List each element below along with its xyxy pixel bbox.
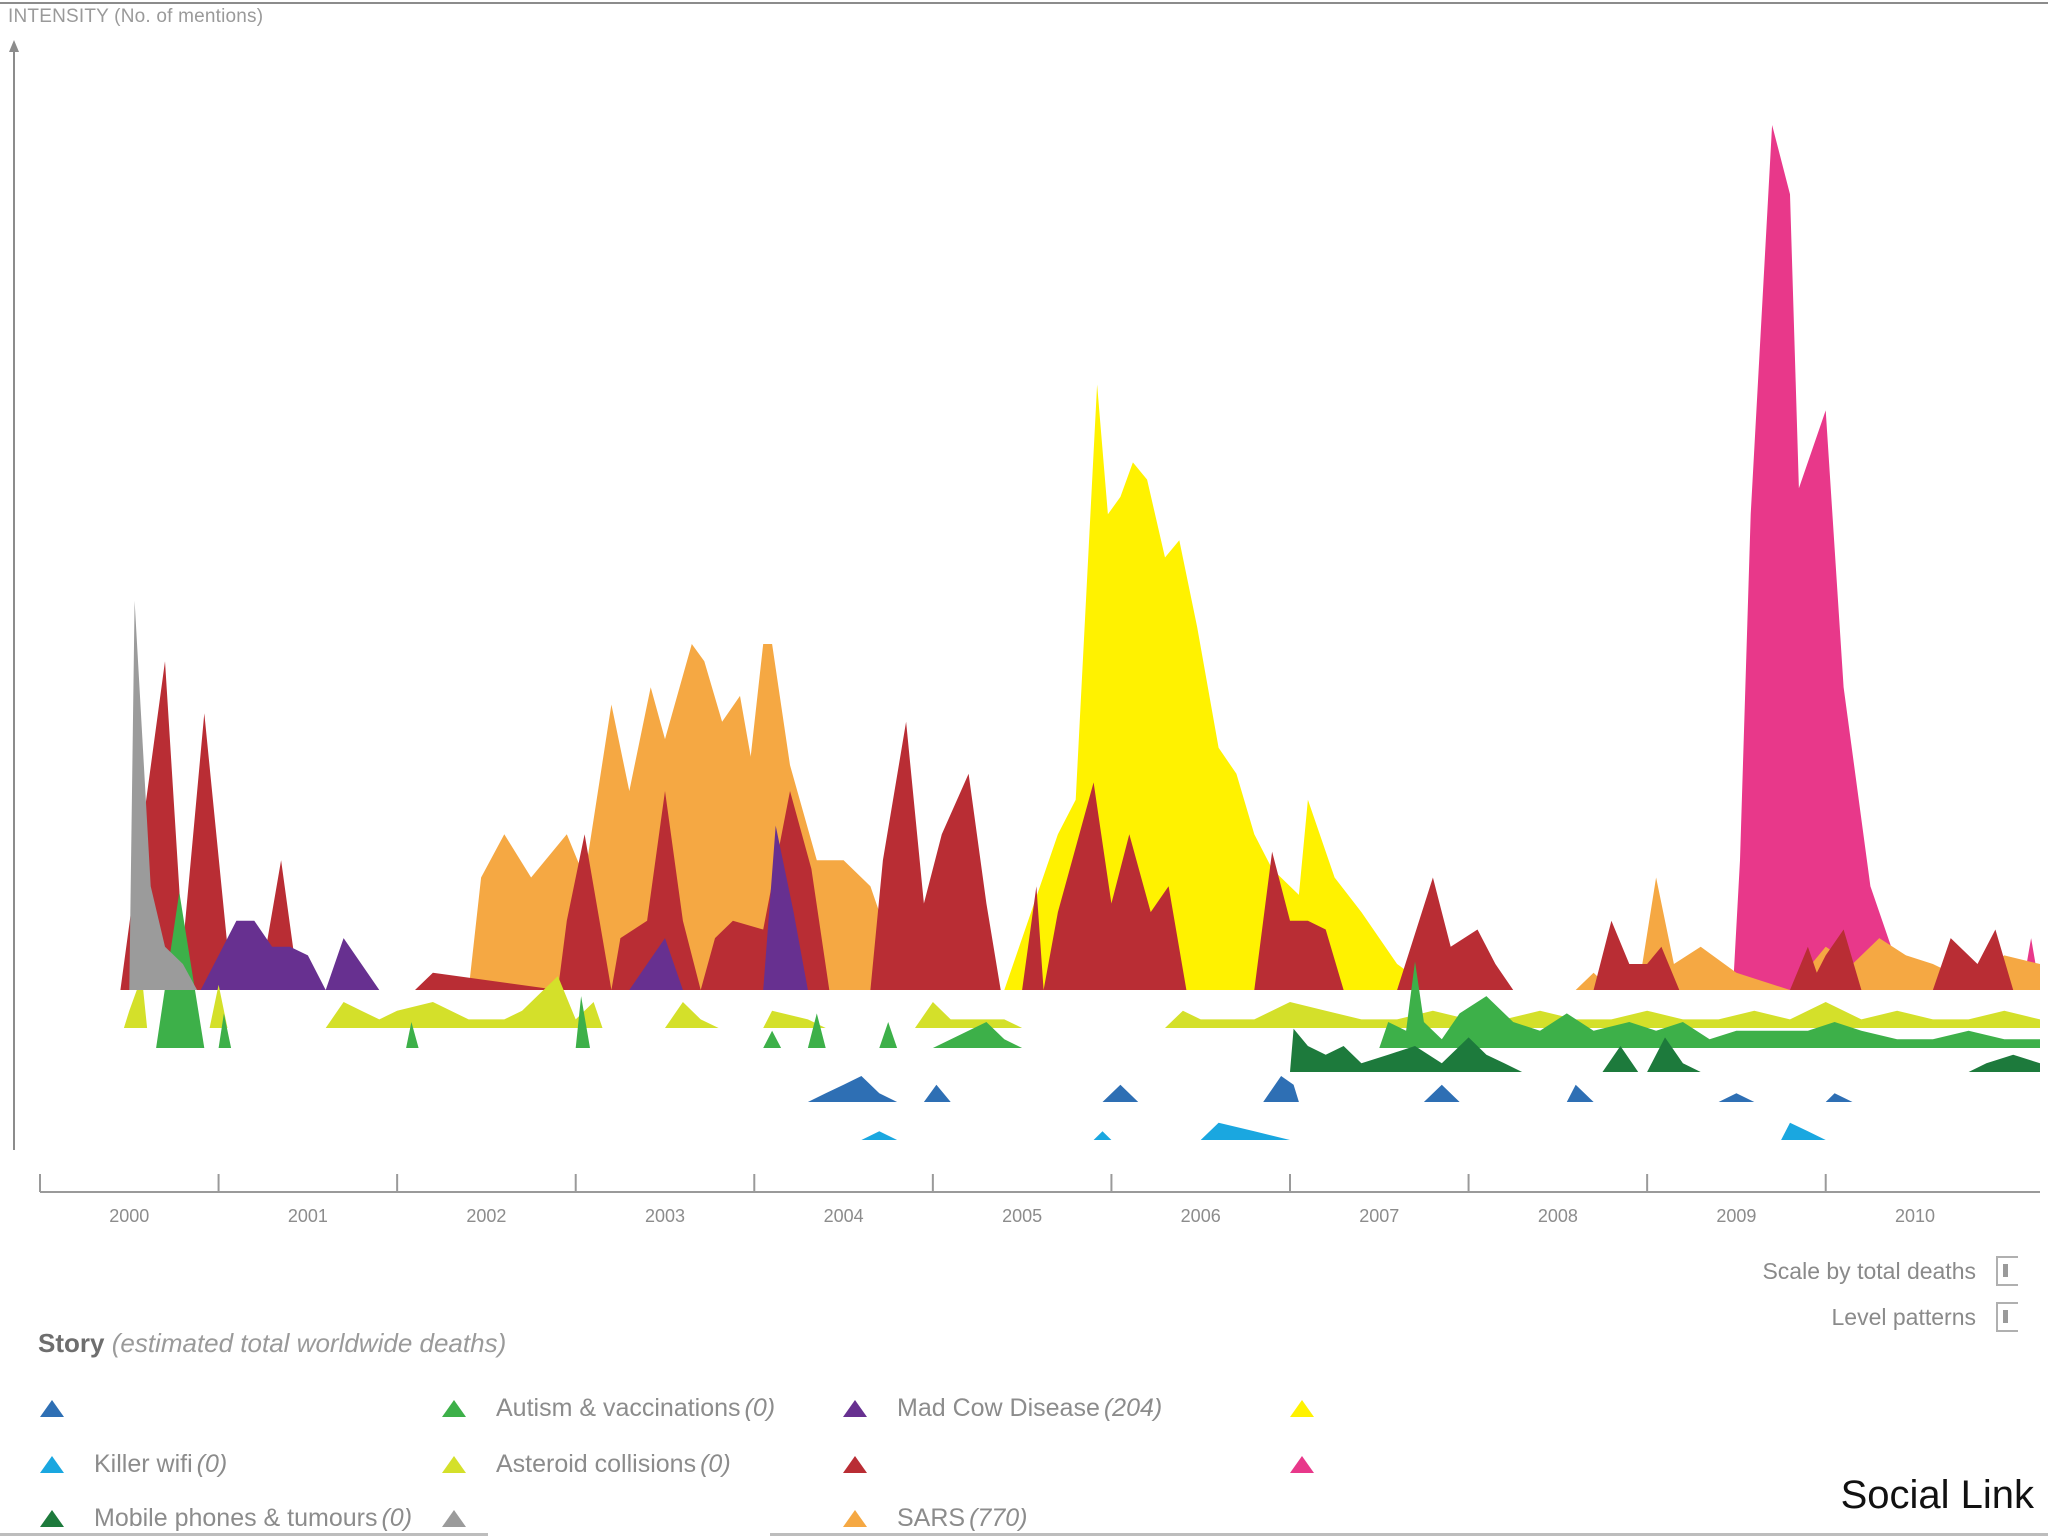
legend-item[interactable] (442, 1502, 496, 1534)
series-area-sars-770 (468, 644, 2041, 990)
x-tick-label: 2001 (288, 1206, 328, 1226)
series-area-mobile-phones-tumours-0 (1290, 1028, 2040, 1072)
legend-triangle-icon (40, 1509, 64, 1527)
x-tick-label: 2010 (1895, 1206, 1935, 1226)
legend-deaths: (770) (969, 1503, 1028, 1532)
series-area-mad-cow-disease-204 (200, 825, 808, 990)
legend-item[interactable]: SARS (770) (843, 1502, 1027, 1534)
series-area-swine-flu (1004, 384, 1433, 990)
series-area-bird-flu (1732, 125, 2040, 990)
legend-triangle-icon (40, 1399, 64, 1417)
legend-label: Mobile phones & tumours (94, 1503, 378, 1532)
legend-item[interactable] (1290, 1448, 1344, 1480)
legend-item[interactable]: Autism & vaccinations (0) (442, 1392, 775, 1424)
legend-triangle-icon (843, 1455, 867, 1473)
series-area-killer-wifi-0 (861, 1122, 1826, 1140)
legend-item[interactable]: Killer wifi (0) (40, 1448, 227, 1480)
level-patterns-label: Level patterns (1831, 1303, 1976, 1330)
legend-triangle-icon (442, 1399, 466, 1417)
legend-label: Autism & vaccinations (496, 1393, 741, 1422)
legend-label: SARS (897, 1503, 966, 1532)
scale-by-deaths-label: Scale by total deaths (1762, 1257, 1976, 1284)
series-area-unnamed-blue-story (807, 1076, 1853, 1102)
legend-label: Mad Cow Disease (897, 1393, 1100, 1422)
bottom-rule-left (0, 1533, 488, 1536)
top-border (0, 2, 2048, 4)
x-tick-label: 2008 (1538, 1206, 1578, 1226)
legend-deaths: (204) (1103, 1393, 1163, 1422)
x-tick-label: 2002 (466, 1206, 506, 1226)
level-patterns-switch[interactable] (1996, 1302, 2018, 1332)
x-tick-label: 2007 (1359, 1206, 1399, 1226)
x-tick-label: 2006 (1181, 1206, 1221, 1226)
legend-item[interactable] (40, 1392, 94, 1424)
legend-label: Asteroid collisions (496, 1449, 697, 1478)
series-layer (120, 125, 2041, 1140)
legend-deaths: (0) (744, 1393, 776, 1422)
bottom-rule-right (770, 1533, 2048, 1536)
legend-item[interactable] (843, 1448, 897, 1480)
y-axis-label: INTENSITY (No. of mentions) (8, 6, 264, 27)
series-area-terrorism (120, 661, 2014, 990)
scale-by-deaths-toggle[interactable]: Scale by total deaths (1762, 1256, 2018, 1286)
legend-item[interactable]: Asteroid collisions (0) (442, 1448, 731, 1480)
legend-title: Story (estimated total worldwide deaths) (38, 1328, 506, 1359)
legend-item[interactable] (1290, 1392, 1344, 1424)
legend-heading: Story (38, 1328, 105, 1358)
x-tick-label: 2004 (824, 1206, 864, 1226)
x-tick-label: 2000 (109, 1206, 149, 1226)
scale-by-deaths-switch[interactable] (1996, 1256, 2018, 1286)
legend-item[interactable]: Mobile phones & tumours (0) (40, 1502, 412, 1534)
x-tick-label: 2009 (1716, 1206, 1756, 1226)
legend-triangle-icon (1290, 1399, 1314, 1417)
legend-triangle-icon (442, 1509, 466, 1527)
series-area-asteroid-collisions-0 (123, 976, 2040, 1028)
legend-deaths: (0) (381, 1503, 413, 1532)
legend-triangle-icon (442, 1455, 466, 1473)
legend-deaths: (0) (700, 1449, 731, 1478)
x-tick-label: 2003 (645, 1206, 685, 1226)
series-area-unnamed-grey-story (129, 600, 198, 990)
watermark-text: Social Link (1840, 1473, 2034, 1517)
legend-deaths: (0) (196, 1449, 228, 1478)
level-patterns-toggle[interactable]: Level patterns (1832, 1302, 2018, 1332)
legend-subtitle: (estimated total worldwide deaths) (111, 1328, 507, 1358)
y-axis-arrow-icon (9, 40, 19, 52)
x-axis: 2000 2001 2002 2003 2004 2005 2006 2007 2008 2009… (39, 1174, 2040, 1226)
legend-item[interactable]: Mad Cow Disease (204) (843, 1392, 1162, 1424)
legend-label: Killer wifi (94, 1449, 193, 1478)
x-tick-label: 2005 (1002, 1206, 1042, 1226)
legend-triangle-icon (1290, 1455, 1314, 1473)
legend-triangle-icon (843, 1399, 867, 1417)
streamgraph-chart: 2000 2001 2002 2003 2004 2005 2006 2007 2008 2009… (9, 40, 2041, 1226)
legend-triangle-icon (843, 1509, 867, 1527)
series-area-autism-vaccinations-0 (156, 892, 2041, 1048)
legend-triangle-icon (40, 1455, 64, 1473)
